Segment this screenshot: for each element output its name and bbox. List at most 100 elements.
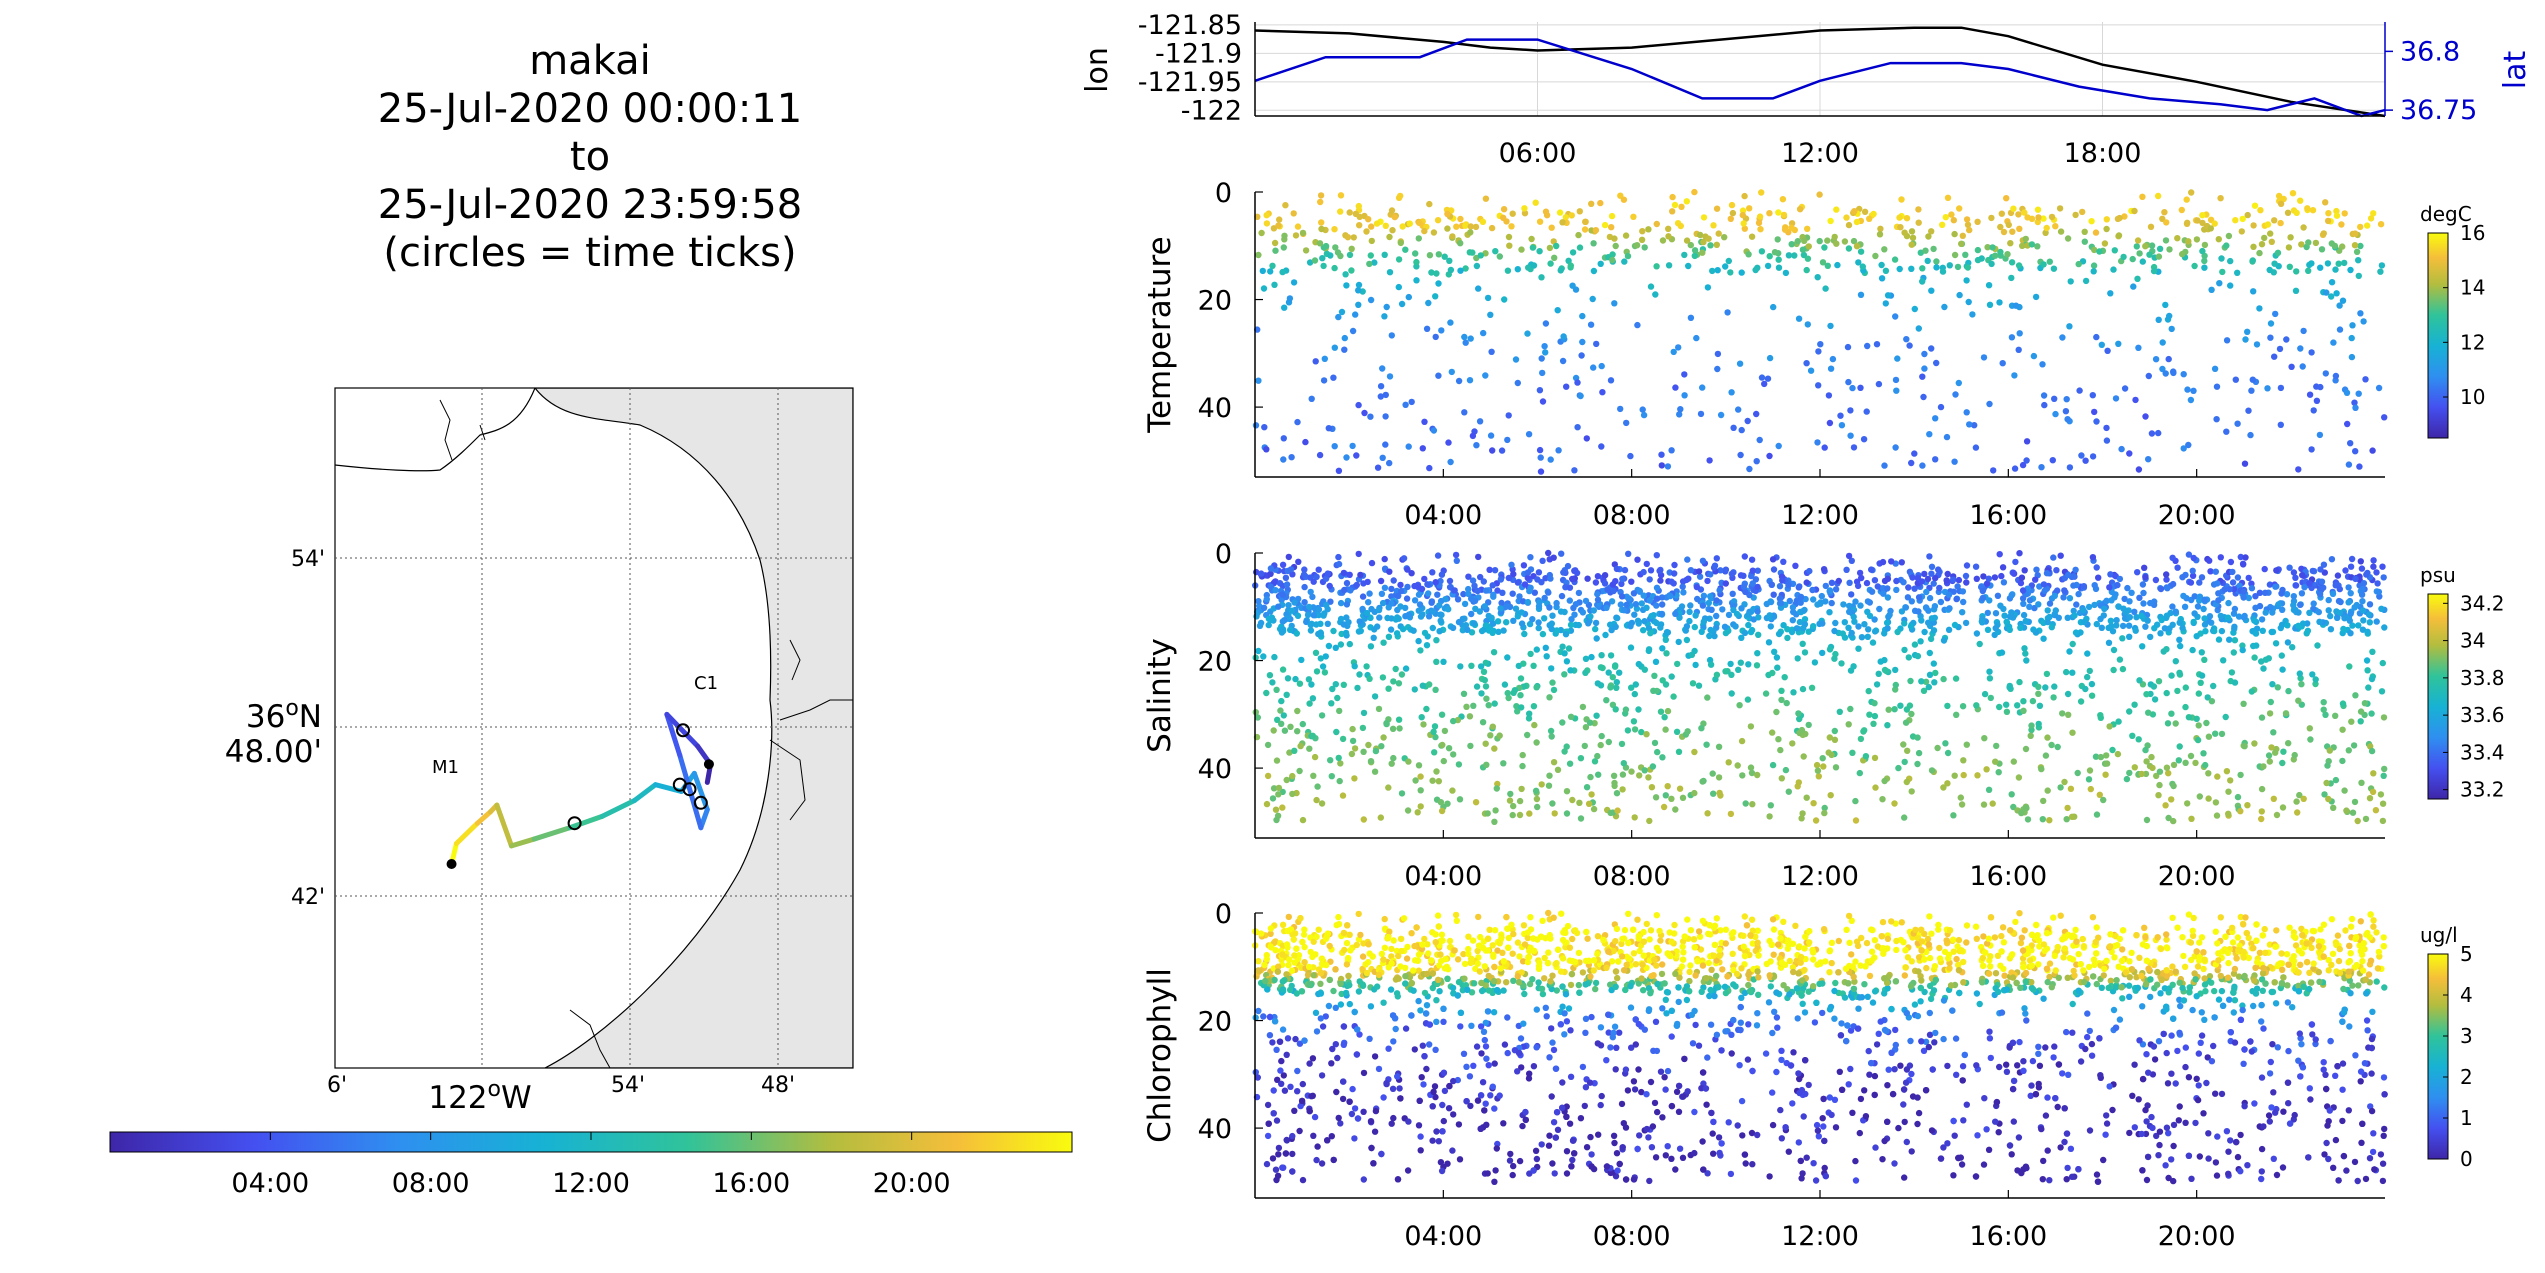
data-point	[2011, 465, 2019, 472]
time-colorbar-tick-label: 08:00	[392, 1168, 470, 1199]
data-point	[1926, 431, 1933, 438]
data-point	[1325, 1002, 1333, 1010]
data-point	[1355, 281, 1363, 289]
data-point	[1664, 1067, 1672, 1075]
data-point	[1766, 452, 1773, 460]
data-point	[2305, 267, 2312, 274]
data-point	[1748, 626, 1756, 634]
data-point	[2164, 720, 2172, 727]
data-point	[1622, 706, 1630, 713]
data-point	[1309, 732, 1317, 739]
data-point	[1918, 678, 1925, 685]
data-point	[1722, 580, 1730, 587]
data-point	[1841, 619, 1849, 626]
data-point	[1536, 387, 1544, 394]
data-point	[1993, 742, 2000, 750]
data-point	[1635, 706, 1642, 713]
data-point	[1774, 1024, 1781, 1031]
data-point	[1437, 799, 1445, 806]
data-point	[1574, 424, 1581, 431]
data-point	[1342, 271, 1349, 278]
data-point	[1514, 579, 1522, 586]
data-point	[1380, 734, 1387, 741]
data-point	[1639, 406, 1646, 413]
data-point	[1974, 256, 1982, 264]
data-point	[1294, 223, 1302, 230]
data-point	[2129, 255, 2136, 263]
data-point	[1768, 581, 1776, 588]
data-point	[2198, 649, 2205, 656]
data-point	[2379, 1160, 2387, 1167]
data-point	[1754, 650, 1761, 657]
data-point	[1950, 812, 1957, 819]
data-point	[1897, 224, 1904, 231]
data-point	[1287, 723, 1294, 730]
data-point	[1638, 728, 1645, 736]
data-point	[2090, 268, 2097, 275]
data-point	[2368, 710, 2375, 717]
data-point	[1433, 658, 1440, 665]
data-point	[1796, 206, 1804, 213]
data-point	[1748, 233, 1756, 240]
data-point	[1454, 596, 1462, 603]
data-point	[1744, 1056, 1752, 1063]
data-point	[1378, 590, 1386, 597]
data-point	[1696, 573, 1704, 580]
data-point	[1545, 782, 1553, 789]
data-point	[1416, 219, 1423, 226]
data-point	[1858, 574, 1865, 582]
data-point	[1805, 1081, 1812, 1089]
data-point	[1414, 809, 1421, 816]
data-point	[1945, 626, 1953, 633]
time-colorbar-tick-label: 04:00	[231, 1168, 309, 1199]
data-point	[2282, 710, 2290, 717]
data-point	[2004, 251, 2011, 258]
data-point	[1510, 570, 1517, 578]
data-point	[1722, 668, 1729, 675]
data-point	[1316, 240, 1324, 247]
data-point	[1567, 667, 1574, 674]
data-point	[2279, 759, 2286, 767]
data-point	[1648, 784, 1656, 791]
data-point	[2336, 945, 2343, 953]
data-point	[2014, 702, 2021, 709]
data-point	[1474, 587, 1481, 595]
data-point	[2066, 595, 2074, 602]
data-point	[1609, 251, 1616, 258]
data-point	[2347, 610, 2354, 617]
data-point	[2064, 416, 2071, 423]
data-point	[1678, 963, 1686, 970]
data-point	[1855, 623, 1862, 630]
data-point	[1395, 680, 1403, 687]
data-point	[2089, 554, 2097, 561]
data-point	[1295, 558, 1302, 565]
data-point	[2201, 656, 2208, 663]
data-point	[1343, 454, 1350, 461]
data-point	[2348, 334, 2355, 342]
data-point	[1924, 257, 1931, 265]
data-point	[2059, 334, 2066, 341]
data-point	[1267, 583, 1274, 590]
data-point	[1944, 194, 1952, 201]
data-point	[1909, 574, 1916, 581]
data-point	[2334, 572, 2342, 579]
data-point	[2145, 456, 2152, 463]
data-point	[1485, 627, 1493, 634]
data-point	[1441, 727, 1449, 735]
data-point	[2381, 624, 2388, 631]
data-point	[1939, 221, 1946, 228]
data-point	[1446, 257, 1453, 264]
data-point	[1317, 192, 1325, 199]
data-point	[1333, 1088, 1340, 1096]
data-point	[2297, 345, 2304, 352]
data-point	[2145, 372, 2152, 380]
data-point	[1567, 262, 1575, 269]
station-label-m1: M1	[432, 757, 459, 778]
data-point	[1699, 557, 1707, 564]
data-point	[1526, 810, 1533, 817]
data-point	[1272, 587, 1279, 594]
data-point	[1827, 792, 1834, 799]
map-north-coast	[335, 388, 536, 472]
data-point	[1700, 238, 1707, 246]
data-point	[1813, 761, 1821, 769]
